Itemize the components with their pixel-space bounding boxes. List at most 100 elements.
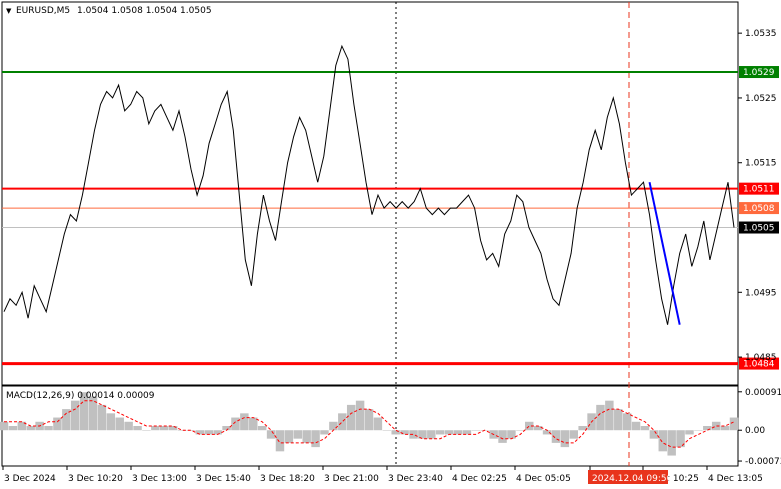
macd-histogram-bar [249,417,258,431]
macd-histogram-bar [711,421,721,431]
macd-histogram-bar [516,430,525,431]
macd-histogram-bar [631,421,641,431]
time-tick-label: 4 Dec 05:05 [516,474,571,484]
macd-histogram-bar [88,396,98,431]
macd-histogram-bar [533,426,543,431]
macd-histogram-bar [391,430,400,435]
price-level-label: 1.0529 [743,68,775,78]
macd-histogram-bar [720,426,730,431]
macd-histogram-bar [186,430,196,431]
macd-histogram-bar [142,430,151,431]
time-axis: 3 Dec 2024 3 Dec 10:20 3 Dec 13:00 3 Dec 15… [2,466,763,484]
price-tick-label: 1.0525 [745,94,777,104]
macd-histogram-bar [195,430,205,435]
macd-histogram-bar [320,430,329,435]
macd-histogram-bar [622,413,632,431]
macd-histogram-bar [338,413,347,431]
macd-histogram-bar [0,421,9,431]
macd-histogram-bar [168,426,178,431]
price-tick-label: 1.0495 [745,288,777,298]
price-tick-label: 1.0485 [745,353,777,363]
macd-series [0,392,739,456]
price-level-tag [739,66,779,79]
price-level-tag [739,202,779,215]
macd-histogram-bar [444,430,454,435]
ohlc-label: 1.0504 1.0508 1.0504 1.0505 [77,6,212,16]
macd-histogram-bar [79,392,89,431]
collapse-arrow-icon[interactable]: ▼ [6,7,12,15]
macd-histogram-bar [462,430,472,435]
current-price-tag [739,221,779,234]
price-line [3,44,735,325]
time-tick-label: 4 Dec 10:25 [644,474,699,484]
horizontal-levels[interactable]: 1.0529 1.0511 1.0508 1.0484 1.0505 [2,66,779,370]
macd-histogram-bar [177,430,187,431]
macd-histogram-bar [525,421,534,431]
price-tick-label: 1.0535 [745,29,777,39]
trend-line[interactable] [648,181,681,325]
macd-histogram-bar [26,426,35,431]
macd-histogram-bar [257,426,267,431]
macd-histogram-bar [667,430,676,456]
symbol-label: EURUSD,M5 [16,6,70,16]
macd-histogram-bar [453,430,463,435]
macd-histogram-bar [62,409,71,431]
macd-histogram-bar [284,430,294,443]
price-series [3,44,735,325]
macd-histogram-bar [222,426,231,431]
macd-histogram-bar [498,430,507,443]
macd-histogram-bar [106,413,116,431]
macd-histogram-bar [17,421,27,431]
macd-histogram-bar [560,430,570,448]
macd-histogram-bar [427,430,436,439]
time-tick-label: 3 Dec 18:20 [260,474,315,484]
macd-histogram-bar [275,430,285,452]
macd-histogram-bar [204,430,213,435]
macd-histogram-bar [70,400,80,431]
macd-histogram-bar [329,421,338,431]
macd-histogram-bar [471,430,481,431]
macd-histogram-bar [703,426,712,431]
macd-histogram-bar [213,430,222,435]
macd-histogram-bar [685,430,694,435]
time-tick-label: 3 Dec 15:40 [196,474,251,484]
macd-histogram-bar [364,409,374,431]
time-marker-label: 2024.12.04 09:50 [592,474,673,484]
macd-histogram-bar [240,413,249,431]
macd-histogram-bar [729,417,739,431]
macd-histogram-bar [400,430,409,435]
macd-histogram-bar [658,430,668,452]
macd-histogram-bar [694,430,703,431]
macd-histogram-bar [614,409,623,431]
price-level-tag [739,357,779,370]
time-marker-tag [588,470,668,484]
time-tick-label: 3 Dec 13:00 [132,474,187,484]
macd-histogram-bar [115,417,124,431]
time-tick-label: 3 Dec 23:40 [388,474,443,484]
macd-histogram-bar [311,430,320,448]
macd-histogram-bar [676,430,685,448]
macd-histogram-bar [355,400,365,431]
time-tick-label: 3 Dec 10:20 [68,474,123,484]
macd-histogram-bar [151,426,160,431]
macd-histogram-bar [409,430,418,439]
macd-histogram-bar [551,430,561,443]
price-level-label: 1.0484 [743,360,775,370]
price-axis: 1.0535 1.0525 1.0515 1.0495 1.0485 0.00091 0.0… [738,29,781,467]
macd-histogram-bar [302,430,311,443]
macd-histogram-bar [53,417,62,431]
macd-histogram-bar [578,426,587,431]
macd-histogram-bar [382,430,392,431]
current-price-label: 1.0505 [743,224,775,234]
macd-histogram-bar [44,426,53,431]
macd-histogram-bar [160,426,169,431]
macd-histogram-bar [435,430,445,435]
macd-tick-label: 0.00 [745,426,765,436]
macd-tick-label: 0.00091 [745,388,781,398]
time-tick-label: 4 Dec 02:25 [452,474,507,484]
time-tick-label: 3 Dec 21:00 [324,474,379,484]
macd-histogram-bar [97,404,107,431]
price-level-label: 1.0508 [743,204,775,214]
